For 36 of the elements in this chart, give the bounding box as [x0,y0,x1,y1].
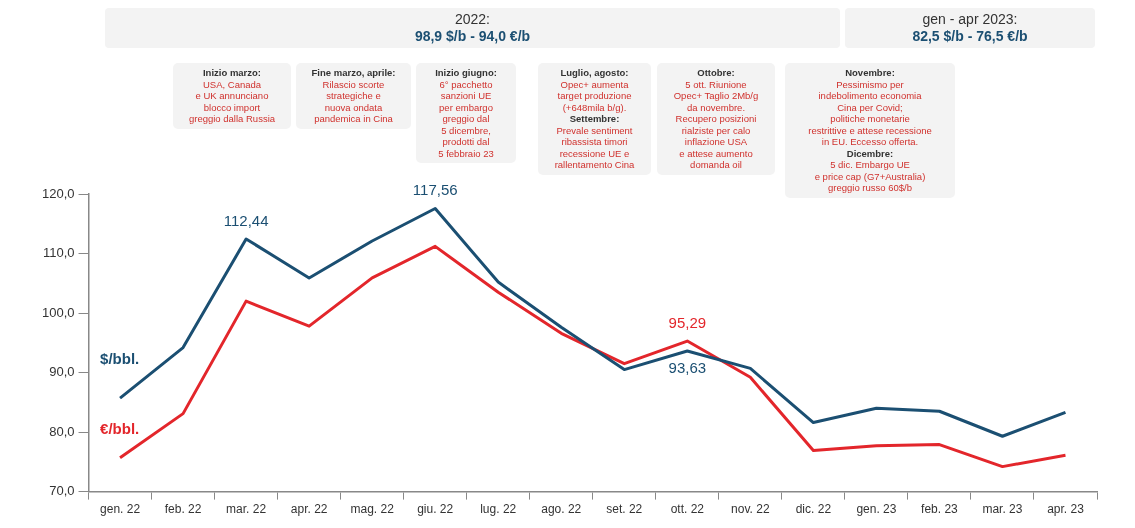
x-tick-label: feb. 23 [921,502,959,517]
y-tick-label: 80,0 [49,423,75,439]
x-tick-label: giu. 22 [417,502,454,517]
x-tick-label: apr. 22 [290,502,328,517]
x-tick-label: nov. 22 [731,502,770,517]
x-tick-label: ago. 22 [541,502,582,517]
x-tick-label: gen. 23 [856,502,897,517]
data-label: 117,56 [412,181,458,199]
note-card: Fine marzo, aprile: Rilascio scorte strategiche e nuova ondata pandemica in Cina [296,63,411,129]
note-card: Luglio, agosto: Opec+ aumenta target produzione (+648mila b/g). Settembre: Prevale sentiment ribassista timori recessione UE e rallentamento Cina [538,63,651,175]
data-label: 112,44 [223,211,269,229]
x-tick-label: mar. 22 [226,502,267,517]
y-tick-label: 90,0 [49,364,75,380]
x-tick-label: mag. 22 [350,502,395,517]
x-tick-label: gen. 22 [100,502,141,517]
x-tick-label: ott. 22 [670,502,705,517]
summary-card: 2022: 98,9 $/b - 94,0 €/b [105,8,840,48]
x-tick-label: lug. 22 [480,502,517,517]
x-tick-label: dic. 22 [795,502,832,517]
series-label: $/bbl. [100,350,140,368]
note-card: Novembre: Pessimismo per indebolimento economia Cina per Covid; politiche monetarie restrittive e attese recessione in EU. Eccesso offerta. Dicembre: 5 dic. Embargo UE e price cap (G7+Australia) greggio russo 60$/b [785,63,955,198]
summary-card: gen - apr 2023: 82,5 $/b - 76,5 €/b [845,8,1095,48]
x-tick-label: apr. 23 [1047,502,1085,517]
y-tick-label: 100,0 [41,304,75,320]
data-label: 93,63 [668,358,707,376]
note-card: Inizio giugno: 6° pacchetto sanzioni UE per embargo greggio dal 5 dicembre, prodotti dal 5 febbraio 23 [416,63,516,163]
x-tick-label: feb. 22 [164,502,202,517]
y-tick-label: 110,0 [42,245,75,261]
note-card: Ottobre: 5 ott. Riunione Opec+ Taglio 2Mb/g da novembre. Recupero posizioni rialziste per calo inflazione USA e attese aumento domanda oil [657,63,775,175]
series-label: €/bbl. [100,419,140,437]
data-label: 95,29 [668,313,707,331]
y-tick-label: 70,0 [49,483,75,499]
y-tick-label: 120,0 [41,185,75,201]
x-tick-label: mar. 23 [982,502,1023,517]
note-card: Inizio marzo: USA, Canada e UK annunciano blocco import greggio dalla Russia [173,63,291,129]
x-tick-label: set. 22 [606,502,643,517]
